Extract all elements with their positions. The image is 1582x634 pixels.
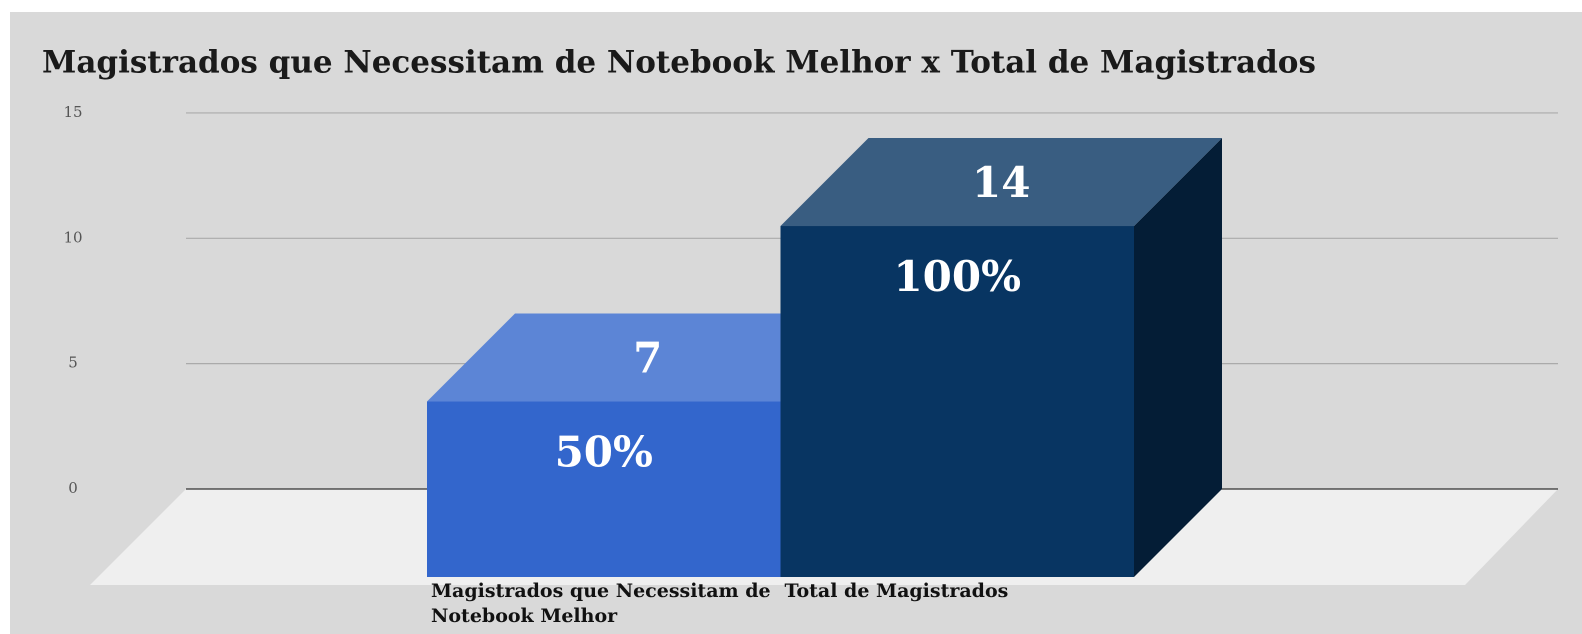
y-tick-label: 15 (63, 103, 82, 121)
y-tick-label: 0 (68, 479, 78, 497)
percent-label: 50% (555, 428, 653, 477)
data-label: 14 (972, 158, 1030, 207)
bar-top (427, 313, 869, 402)
bar (427, 401, 781, 577)
data-label: 7 (633, 334, 662, 383)
percent-label: 100% (893, 252, 1021, 301)
y-tick-label: 10 (63, 228, 82, 246)
y-tick-label: 5 (68, 354, 78, 372)
bar-side (1134, 138, 1222, 577)
chart-title: Magistrados que Necessitam de Notebook M… (42, 45, 1316, 81)
x-tick-label: Magistrados que Necessitam de Notebook M… (431, 580, 771, 627)
bar (780, 226, 1134, 577)
x-tick-label: Total de Magistrados (784, 580, 1009, 602)
bar-top (780, 138, 1222, 227)
